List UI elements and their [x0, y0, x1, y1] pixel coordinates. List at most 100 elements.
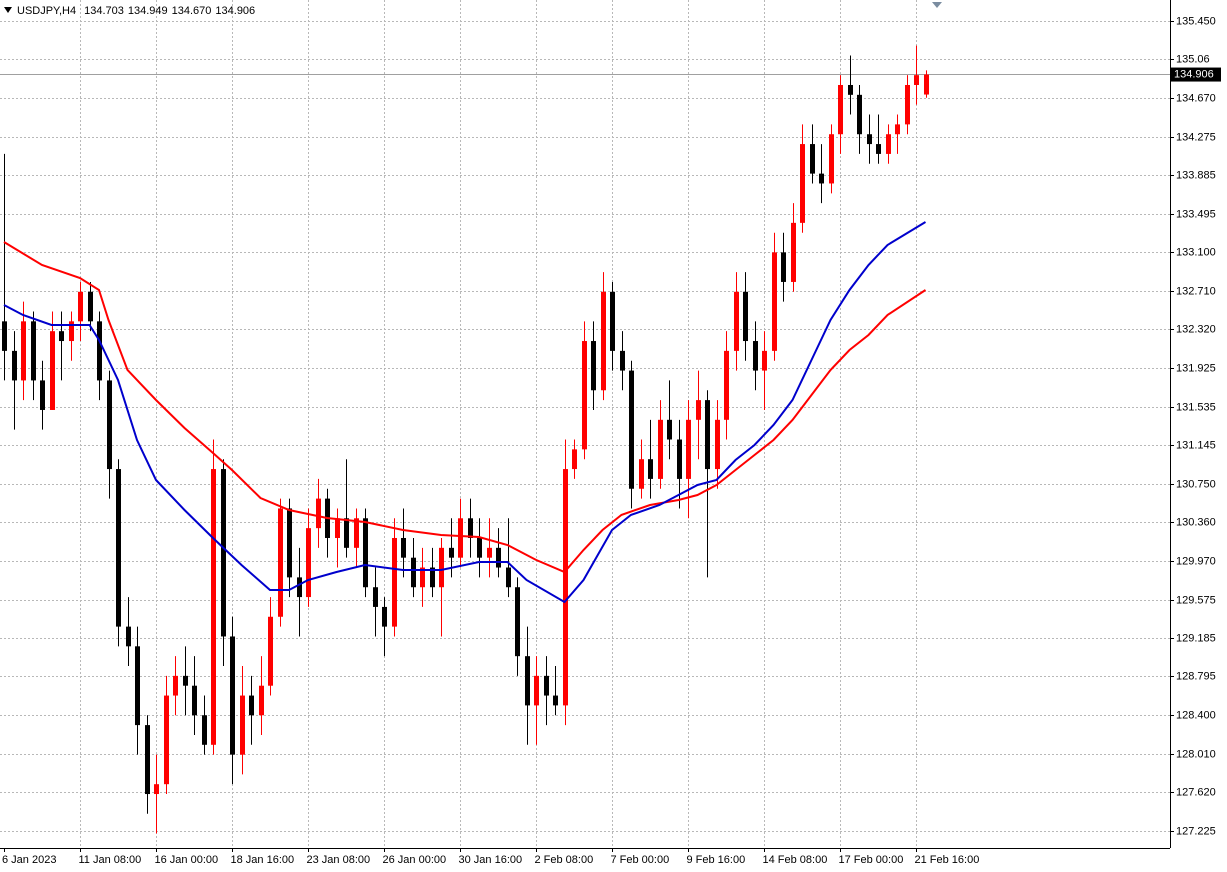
- header-value: 134.906: [215, 5, 255, 17]
- candle-body: [382, 606, 387, 627]
- y-tick-label: 129.970: [1176, 555, 1216, 567]
- y-tick-label: 135.450: [1176, 15, 1216, 27]
- y-tick-label: 127.225: [1176, 825, 1216, 837]
- candle-body: [335, 518, 340, 538]
- candle-body: [420, 567, 425, 588]
- candle-body: [78, 291, 83, 322]
- x-tick-label: 6 Jan 2023: [2, 854, 56, 866]
- candle-body: [249, 695, 254, 716]
- y-tick-label: 133.885: [1176, 169, 1216, 181]
- candle-body: [221, 469, 226, 637]
- candle-body: [69, 321, 74, 342]
- candle-body: [439, 547, 444, 588]
- candle-body: [705, 400, 710, 470]
- candle-body: [905, 84, 910, 125]
- y-tick-label: 128.010: [1176, 748, 1216, 760]
- candle-body: [458, 518, 463, 558]
- current-price-box: [1171, 67, 1221, 82]
- candle-body: [154, 784, 159, 795]
- candle-body: [468, 518, 473, 538]
- x-tick-label: 30 Jan 16:00: [459, 854, 523, 866]
- candle-body: [658, 419, 663, 479]
- x-tick-label: 21 Feb 16:00: [915, 854, 980, 866]
- moving-average-line: [3, 241, 927, 574]
- candle-body: [563, 469, 568, 706]
- candle-body: [781, 252, 786, 282]
- candle-body: [620, 350, 625, 371]
- candle-body: [743, 291, 748, 342]
- candle-body: [800, 144, 805, 223]
- candle-body: [534, 675, 539, 706]
- candle-body: [430, 567, 435, 588]
- candle-body: [2, 321, 7, 351]
- y-tick-label: 130.360: [1176, 516, 1216, 528]
- candle-body: [278, 508, 283, 617]
- current-price-label: 134.906: [1174, 68, 1214, 80]
- moving-average-line: [3, 221, 927, 604]
- y-tick-label: 131.145: [1176, 439, 1216, 451]
- y-tick-label: 133.495: [1176, 208, 1216, 220]
- candle-body: [525, 656, 530, 706]
- candle-body: [344, 518, 349, 548]
- candle-body: [572, 449, 577, 470]
- candle-body: [135, 646, 140, 726]
- candle-body: [724, 350, 729, 420]
- candle-body: [240, 695, 245, 755]
- candle-body: [601, 291, 606, 391]
- candle-body: [886, 134, 891, 154]
- candle-body: [202, 715, 207, 745]
- candle-body: [582, 341, 587, 450]
- candle-body: [145, 725, 150, 795]
- chart-shift-marker[interactable]: [932, 2, 942, 8]
- candle-body: [791, 222, 796, 282]
- candle-body: [515, 587, 520, 657]
- candle-body: [715, 419, 720, 470]
- candle-body: [829, 134, 834, 184]
- y-tick-label: 131.535: [1176, 401, 1216, 413]
- candle-body: [914, 75, 919, 85]
- candle-body: [449, 547, 454, 558]
- candle-body: [506, 567, 511, 588]
- candle-body: [401, 537, 406, 558]
- candle-body: [97, 321, 102, 381]
- candle-body: [373, 587, 378, 607]
- candle-body: [591, 341, 596, 391]
- candle-body: [838, 84, 843, 135]
- candle-body: [316, 498, 321, 529]
- candle-body: [857, 94, 862, 135]
- candle-body: [31, 321, 36, 381]
- y-tick-label: 129.575: [1176, 594, 1216, 606]
- candle-body: [88, 291, 93, 322]
- candle-body: [867, 134, 872, 145]
- y-tick-label: 129.185: [1176, 632, 1216, 644]
- candle-body: [230, 636, 235, 755]
- candle-body: [772, 252, 777, 351]
- candle-body: [297, 577, 302, 598]
- x-tick-label: 26 Jan 00:00: [383, 854, 447, 866]
- menu-arrow[interactable]: [4, 7, 12, 13]
- grid: [0, 0, 1170, 848]
- candle-body: [924, 74, 929, 95]
- y-tick-label: 134.670: [1176, 92, 1216, 104]
- y-tick-label: 127.620: [1176, 786, 1216, 798]
- candle-body: [848, 84, 853, 95]
- candle-body: [648, 459, 653, 479]
- candle-body: [287, 508, 292, 578]
- candle-body: [753, 341, 758, 371]
- y-tick-label: 134.275: [1176, 131, 1216, 143]
- x-tick-label: 7 Feb 00:00: [611, 854, 670, 866]
- candle-body: [677, 439, 682, 479]
- candle-body: [734, 291, 739, 351]
- candle-body: [268, 616, 273, 686]
- x-tick-label: 14 Feb 08:00: [763, 854, 828, 866]
- x-tick-label: 11 Jan 08:00: [79, 854, 142, 866]
- candle-body: [667, 419, 672, 440]
- x-tick-label: 17 Feb 00:00: [839, 854, 904, 866]
- candle-body: [173, 675, 178, 696]
- y-tick-label: 131.925: [1176, 362, 1216, 374]
- candle-body: [810, 144, 815, 174]
- candle-body: [211, 469, 216, 745]
- x-tick-label: 16 Jan 00:00: [155, 854, 219, 866]
